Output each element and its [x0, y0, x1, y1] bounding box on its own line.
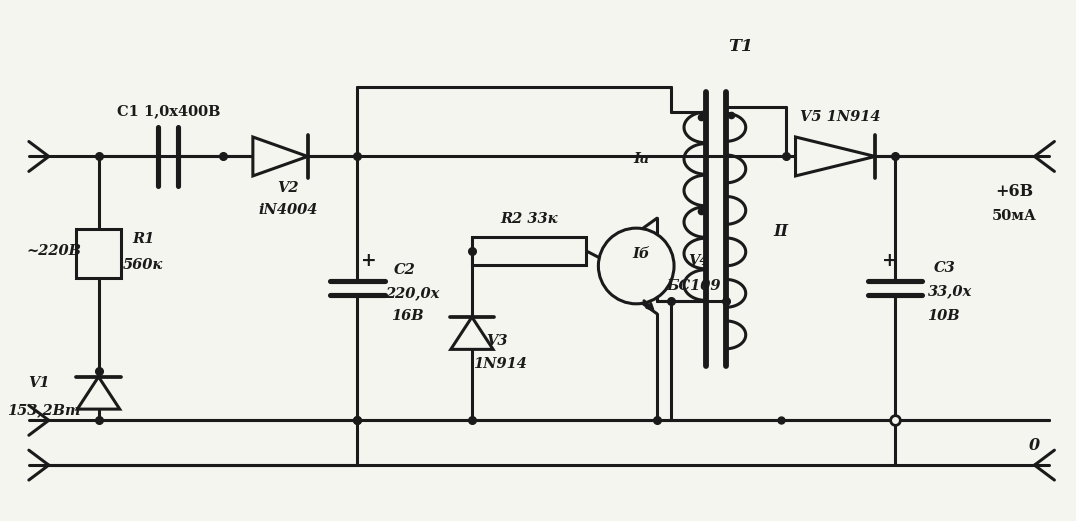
Text: 1N914: 1N914: [472, 356, 527, 370]
Text: C1 1,0х400В: C1 1,0х400В: [116, 105, 220, 119]
Text: 16В: 16В: [391, 309, 424, 323]
Text: V5 1N914: V5 1N914: [801, 109, 880, 123]
Bar: [76, 229, 121, 278]
Text: 50мА: 50мА: [992, 209, 1037, 223]
Text: 153,2Вт: 153,2Вт: [8, 403, 81, 417]
Text: Iб: Iб: [633, 246, 650, 260]
Text: 0: 0: [1029, 437, 1040, 454]
Bar: [472, 237, 586, 265]
Polygon shape: [253, 137, 308, 176]
Text: +: +: [362, 253, 378, 270]
Polygon shape: [795, 137, 875, 176]
Text: БС109: БС109: [667, 279, 721, 293]
Polygon shape: [77, 377, 119, 409]
Text: R1: R1: [132, 232, 155, 245]
Text: Iа: Iа: [633, 152, 650, 166]
Text: V3: V3: [486, 333, 508, 348]
Text: +6В: +6В: [995, 183, 1034, 200]
Text: R2 33к: R2 33к: [500, 212, 558, 226]
Polygon shape: [451, 317, 493, 350]
Text: ~220В: ~220В: [26, 244, 82, 258]
Text: +: +: [882, 253, 898, 270]
Text: V1: V1: [28, 377, 49, 390]
Text: 33,0х: 33,0х: [928, 284, 972, 299]
Text: 560к: 560к: [124, 258, 164, 272]
Text: 220,0х: 220,0х: [385, 287, 439, 301]
Text: V4: V4: [689, 254, 710, 268]
Text: II: II: [773, 222, 788, 240]
Text: 10В: 10В: [926, 309, 959, 323]
Text: T1: T1: [728, 39, 753, 55]
Circle shape: [598, 228, 674, 304]
Text: V2: V2: [277, 181, 298, 195]
Text: C2: C2: [394, 264, 416, 278]
Text: C3: C3: [934, 262, 955, 276]
Text: iN4004: iN4004: [258, 203, 317, 217]
